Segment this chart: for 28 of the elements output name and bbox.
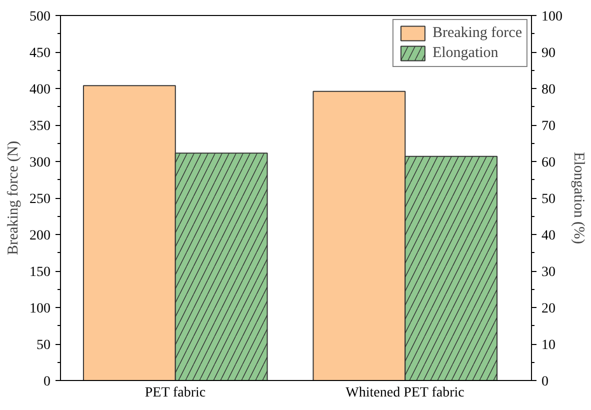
y2-tick-label: 90	[542, 46, 556, 61]
y-tick-label: 200	[30, 228, 50, 244]
y-tick-label: 300	[30, 156, 50, 170]
y2-tick-label: 40	[542, 228, 556, 244]
y-tick-label: 400	[30, 82, 50, 98]
legend-label: Breaking force	[432, 24, 522, 42]
y2-tick-label: 0	[542, 374, 548, 390]
y-tick-label: 500	[30, 10, 50, 24]
y-tick-label: 150	[30, 265, 50, 280]
x-tick-label: PET fabric	[144, 386, 206, 400]
y-tick-label: 100	[30, 302, 50, 316]
y-axis-title: Breaking force (N)	[6, 140, 22, 256]
y2-tick-label: 60	[542, 156, 556, 170]
y2-tick-label: 10	[542, 338, 556, 353]
y2-tick-label: 30	[542, 265, 556, 280]
y2-tick-label: 100	[542, 10, 562, 24]
legend-label: Elongation	[432, 44, 498, 62]
y2-tick-label: 80	[542, 82, 556, 98]
y2-axis-title: Elongation (%)	[570, 152, 586, 244]
x-tick-label: Whitened PET fabric	[346, 386, 464, 400]
y2-tick-label: 70	[542, 119, 556, 134]
y-tick-label: 250	[30, 192, 50, 207]
y-tick-label: 50	[36, 338, 50, 353]
y2-tick-label: 50	[542, 192, 556, 207]
y-tick-label: 350	[30, 119, 50, 134]
y-tick-label: 0	[44, 374, 50, 390]
y2-tick-label: 20	[542, 302, 556, 316]
y-tick-label: 450	[30, 46, 50, 61]
